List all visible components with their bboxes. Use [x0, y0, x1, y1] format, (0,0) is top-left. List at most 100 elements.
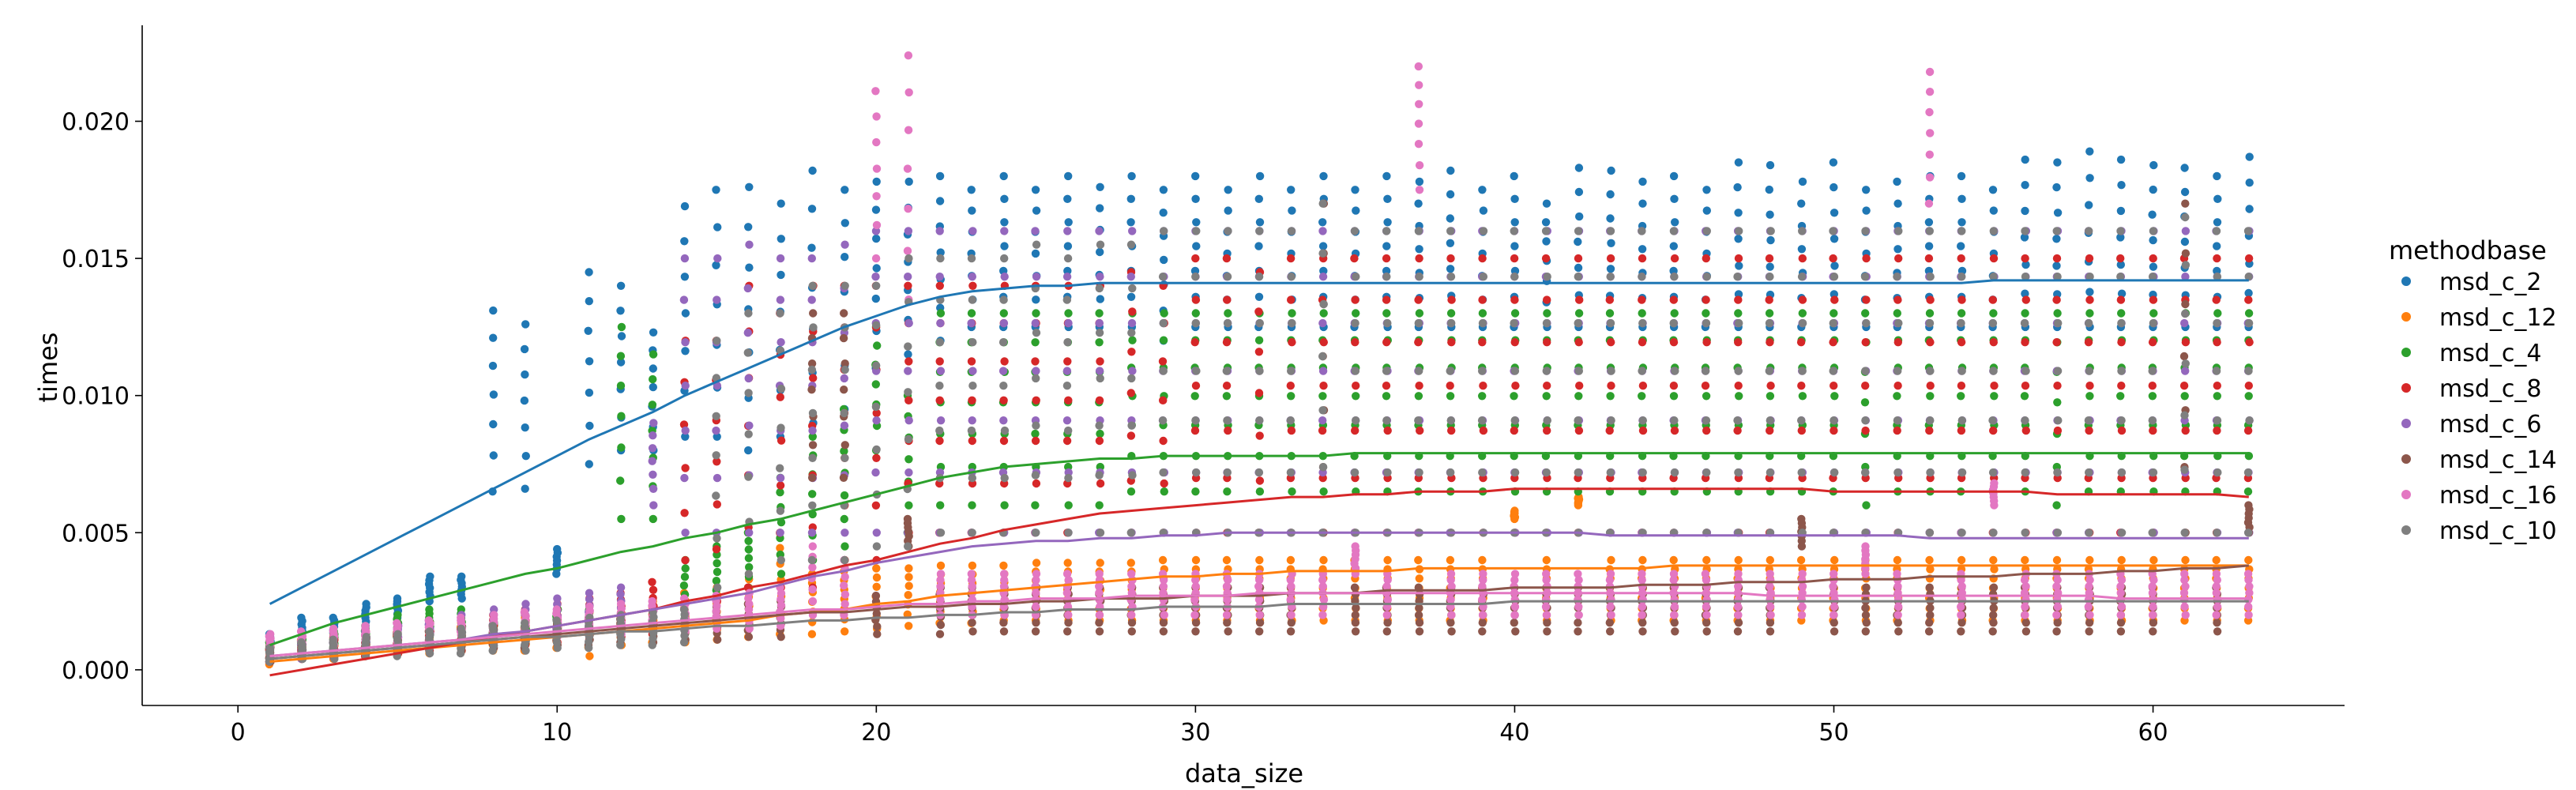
data-point — [1128, 227, 1137, 235]
data-point — [1191, 194, 1200, 203]
data-point — [2116, 155, 2126, 164]
data-point — [1797, 416, 1806, 425]
data-point — [1574, 367, 1584, 375]
data-point — [1095, 501, 1104, 510]
data-point — [1990, 382, 1999, 390]
data-point — [680, 237, 689, 246]
data-point — [1159, 468, 1168, 477]
data-point — [1862, 501, 1871, 510]
trend-line-msd_c_10 — [269, 600, 2249, 660]
data-point — [1032, 295, 1040, 304]
data-point — [1479, 206, 1488, 215]
data-point — [1893, 382, 1902, 390]
data-point — [2085, 555, 2094, 565]
axes: 0 10 20 30 40 50 60 0.000 0.005 0.010 0.015 0.020 — [62, 25, 2345, 747]
data-point — [1190, 426, 1200, 435]
data-point — [2149, 235, 2157, 245]
legend-marker — [2401, 525, 2411, 535]
data-point — [2212, 570, 2221, 578]
data-point — [840, 386, 848, 394]
data-point — [2149, 254, 2157, 263]
data-point — [2085, 468, 2093, 477]
data-point — [2213, 426, 2221, 435]
data-point — [808, 432, 817, 441]
data-point — [904, 573, 913, 581]
data-point — [1734, 582, 1743, 591]
data-point — [1000, 576, 1009, 585]
data-point — [1351, 426, 1359, 435]
data-point — [1318, 227, 1327, 235]
data-point — [1638, 367, 1646, 375]
data-point — [1447, 611, 1456, 619]
data-point — [872, 573, 882, 582]
data-point — [1671, 367, 1679, 375]
data-point — [1288, 487, 1296, 496]
data-point — [871, 402, 881, 412]
data-point — [1318, 249, 1327, 258]
data-point — [1542, 570, 1551, 578]
data-point — [1352, 206, 1360, 215]
data-point — [1255, 416, 1264, 425]
data-point — [1605, 309, 1615, 318]
data-point — [1957, 602, 1965, 611]
data-point — [904, 88, 913, 97]
data-point — [1287, 582, 1296, 591]
data-point — [1126, 487, 1136, 496]
data-point — [1830, 570, 1838, 578]
data-point — [1224, 227, 1232, 235]
data-point — [1446, 619, 1455, 627]
data-point — [904, 622, 913, 630]
data-point — [936, 576, 945, 585]
data-point — [2213, 627, 2222, 636]
legend-label: msd_c_2 — [2439, 269, 2541, 296]
data-point — [1382, 367, 1391, 375]
data-point — [1446, 227, 1455, 235]
x-tick-label: 60 — [2138, 719, 2168, 747]
data-point — [1127, 318, 1137, 328]
data-point — [1095, 367, 1104, 375]
data-point — [968, 627, 977, 636]
data-point — [840, 281, 849, 290]
data-point — [2213, 171, 2221, 181]
data-point — [1924, 242, 1934, 250]
data-point — [999, 561, 1008, 570]
data-point — [1000, 227, 1009, 235]
data-point — [2084, 602, 2093, 611]
data-point — [1382, 309, 1391, 318]
data-point — [1957, 367, 1966, 375]
data-point — [585, 643, 593, 653]
data-point — [1766, 210, 1774, 219]
data-point — [2053, 209, 2063, 217]
plot-area — [265, 51, 2254, 677]
data-point — [776, 529, 784, 537]
data-point — [1766, 382, 1775, 390]
data-point — [1446, 254, 1455, 263]
data-point — [1670, 619, 1679, 627]
data-point — [1702, 619, 1711, 627]
data-point — [2244, 611, 2253, 619]
data-point — [1638, 382, 1648, 390]
data-point — [681, 382, 690, 390]
data-point — [1286, 555, 1296, 565]
x-tick-label: 0 — [231, 719, 246, 747]
data-point — [1158, 273, 1168, 281]
data-point — [1670, 194, 1679, 203]
data-point — [1191, 487, 1200, 496]
data-point — [1254, 468, 1264, 477]
data-point — [1605, 295, 1615, 304]
data-point — [1542, 576, 1551, 585]
legend-marker — [2401, 419, 2411, 428]
data-point — [1510, 194, 1519, 203]
data-point — [1894, 318, 1903, 328]
data-point — [1063, 266, 1072, 276]
data-point — [904, 542, 912, 551]
data-point — [1638, 338, 1647, 347]
data-point — [1829, 582, 1837, 591]
data-point — [1126, 273, 1136, 281]
data-point — [903, 246, 912, 255]
data-point — [1669, 576, 1678, 585]
data-point — [2244, 576, 2253, 585]
data-point — [2021, 529, 2029, 537]
data-point — [808, 281, 817, 290]
data-point — [648, 577, 656, 586]
